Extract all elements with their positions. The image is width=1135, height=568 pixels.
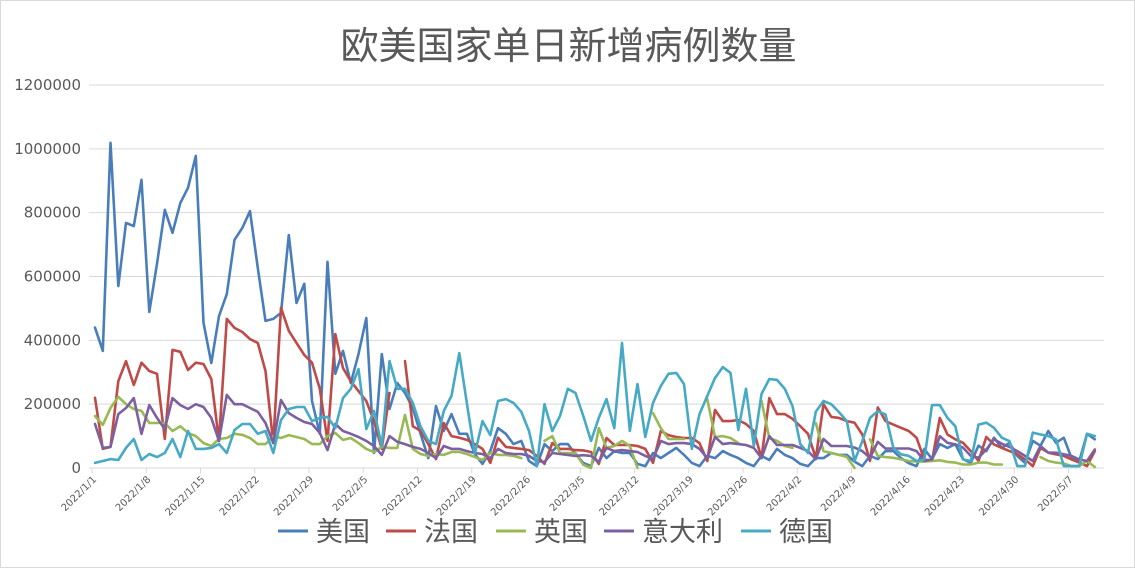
x-tick-label: 2022/3/26 [706,474,750,518]
x-tick-label: 2022/2/5 [331,474,371,514]
x-tick-label: 2022/4/16 [869,474,913,518]
x-tick-label: 2022/3/5 [548,474,588,514]
legend-label: 美国 [316,517,370,548]
y-tick-label: 800000 [24,204,81,222]
y-tick-label: 0 [71,459,81,477]
legend-label: 德国 [779,517,833,548]
series-line-3 [93,393,1097,464]
legend: 美国 法国 英国 意大利 德国 [278,517,833,548]
gridlines [89,84,1104,405]
x-tick-label: 2022/4/2 [765,474,805,514]
y-tick-label: 600000 [24,268,81,286]
x-tick-label: 2022/3/19 [652,474,696,518]
x-tick-label: 2022/2/26 [489,474,533,518]
x-tick-label: 2022/3/12 [598,474,642,518]
y-tick-label: 400000 [24,331,81,349]
x-tick-label: 2022/2/19 [435,474,479,518]
series-lines [93,141,1097,470]
series-line-2 [93,395,1097,470]
y-tick-label: 200000 [24,395,81,413]
x-tick-label: 2022/1/15 [164,474,208,518]
x-tick-label: 2022/4/30 [977,474,1021,518]
x-tick-label: 2022/1/8 [114,474,154,514]
x-axis: 2022/1/1 2022/1/8 2022/1/15 2022/1/22 2022/1… [60,467,1104,518]
y-axis-tick-labels: 0 200000 400000 600000 800000 1000000 1200000 [14,76,81,477]
y-tick-label: 1200000 [14,76,81,94]
series-line-0 [93,141,1097,468]
y-tick-label: 1000000 [14,140,81,158]
series-line-4 [93,341,1097,468]
x-tick-label: 2022/2/12 [381,474,425,518]
x-tick-label: 2022/4/9 [819,474,859,514]
legend-label: 法国 [424,517,478,548]
legend-label: 英国 [534,517,588,548]
x-tick-label: 2022/5/7 [1036,474,1076,514]
x-tick-label: 2022/1/29 [272,474,316,518]
chart-title: 欧美国家单日新增病例数量 [340,24,797,68]
legend-label: 意大利 [642,517,723,548]
x-tick-label: 2022/1/1 [60,474,100,514]
x-tick-label: 2022/1/22 [218,474,262,518]
x-tick-label: 2022/4/23 [923,474,967,518]
